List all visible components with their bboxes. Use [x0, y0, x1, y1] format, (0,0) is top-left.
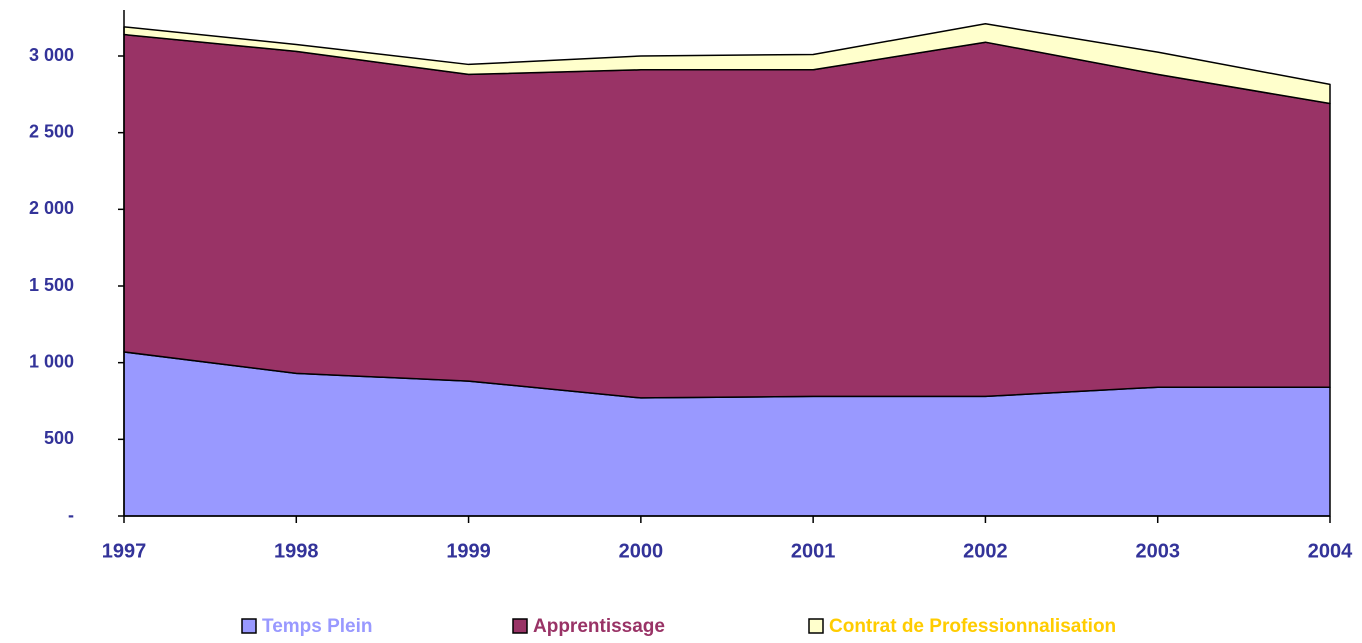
- y-tick-label: 1 000: [29, 351, 74, 371]
- legend-label: Apprentissage: [533, 616, 665, 637]
- y-tick-label: -: [68, 505, 74, 525]
- area: [123, 23, 1331, 105]
- y-tick-label: 2 500: [29, 121, 74, 141]
- y-tick-label: 2 000: [29, 198, 74, 218]
- y-tick-label: 1 500: [29, 275, 74, 295]
- legend-label: Contrat de Professionnalisation: [829, 616, 1116, 637]
- y-tick-label: 500: [44, 428, 74, 448]
- x-tick-label: 1999: [446, 540, 491, 562]
- legend-item: Apprentissage: [512, 616, 665, 637]
- legend-swatch: [512, 618, 528, 634]
- x-tick-label: 2002: [963, 540, 1008, 562]
- x-tick-label: 2000: [619, 540, 664, 562]
- legend-swatch: [808, 618, 824, 634]
- legend-item: Contrat de Professionnalisation: [808, 616, 1116, 637]
- x-tick-label: 1998: [274, 540, 319, 562]
- legend-swatch: [241, 618, 257, 634]
- x-tick-label: 2003: [1135, 540, 1180, 562]
- x-tick-label: 2004: [1308, 540, 1353, 562]
- y-tick-label: 3 000: [29, 45, 74, 65]
- area: [123, 33, 1331, 399]
- x-tick-label: 1997: [102, 540, 147, 562]
- x-tick-label: 2001: [791, 540, 836, 562]
- legend-item: Temps Plein: [241, 616, 373, 637]
- legend-label: Temps Plein: [262, 616, 373, 637]
